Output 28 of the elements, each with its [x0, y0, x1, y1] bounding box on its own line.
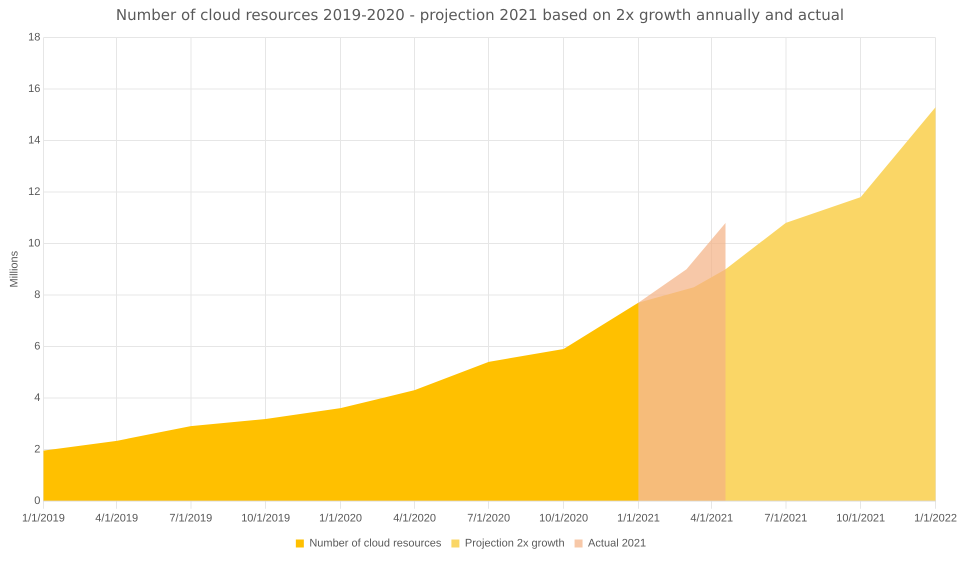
- chart-title: Number of cloud resources 2019-2020 - projection 2021 based on 2x growth annually and actual: [114, 6, 846, 24]
- x-tick-label: 1/1/2021: [617, 512, 660, 524]
- x-tick-label: 4/1/2021: [690, 512, 734, 524]
- x-tick-label: 7/1/2020: [467, 512, 510, 524]
- y-tick-label: 8: [34, 288, 40, 301]
- y-tick-label: 2: [34, 443, 40, 456]
- legend-label: Number of cloud resources: [309, 538, 442, 550]
- y-axis-title: Millions: [8, 250, 21, 288]
- x-tick-label: 10/1/2020: [539, 512, 588, 524]
- x-tick-label: 1/1/2020: [319, 512, 362, 524]
- x-tick-label: 4/1/2019: [95, 512, 138, 524]
- x-tick-label: 10/1/2019: [241, 512, 290, 524]
- y-tick-label: 10: [28, 238, 40, 250]
- x-tick-label: 1/1/2022: [914, 512, 958, 524]
- x-tick-label: 4/1/2020: [393, 512, 436, 524]
- y-tick-label: 4: [34, 392, 40, 404]
- legend-label: Projection 2x growth: [464, 538, 565, 550]
- y-tick-label: 6: [34, 340, 40, 352]
- legend-label: Actual 2021: [588, 538, 646, 550]
- x-tick-label: 7/1/2021: [764, 512, 808, 524]
- y-tick-label: 18: [28, 32, 40, 44]
- y-tick-label: 14: [28, 134, 40, 147]
- y-tick-label: 0: [34, 494, 40, 507]
- x-tick-label: 7/1/2019: [169, 512, 212, 524]
- y-tick-label: 16: [28, 83, 40, 96]
- x-tick-label: 10/1/2021: [836, 512, 886, 524]
- y-tick-label: 12: [28, 186, 40, 198]
- x-tick-label: 1/1/2019: [22, 512, 65, 524]
